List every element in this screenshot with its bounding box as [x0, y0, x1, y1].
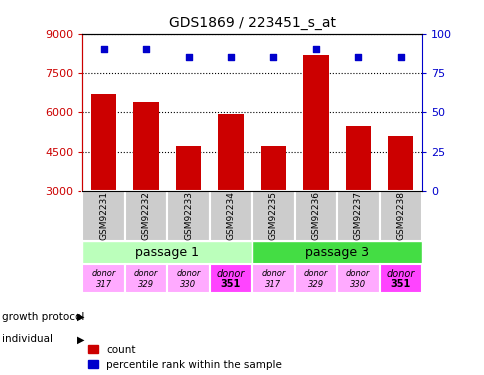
Bar: [133, 102, 158, 191]
FancyBboxPatch shape: [336, 264, 378, 292]
Text: donor: donor: [216, 268, 245, 279]
Text: 317: 317: [95, 280, 111, 289]
Text: donor: donor: [303, 269, 327, 278]
Bar: [345, 126, 370, 191]
Bar: [218, 114, 243, 191]
Text: ▶: ▶: [76, 334, 84, 344]
Text: GSM92235: GSM92235: [268, 191, 277, 240]
Text: individual: individual: [2, 334, 53, 344]
Text: passage 3: passage 3: [304, 246, 368, 259]
Text: GSM92236: GSM92236: [311, 191, 320, 240]
Text: donor: donor: [134, 269, 158, 278]
FancyBboxPatch shape: [209, 264, 252, 292]
Text: donor: donor: [346, 269, 370, 278]
Text: donor: donor: [261, 269, 285, 278]
Point: [184, 54, 192, 60]
Text: 330: 330: [180, 280, 196, 289]
Text: 317: 317: [265, 280, 281, 289]
Text: 351: 351: [390, 279, 410, 290]
Title: GDS1869 / 223451_s_at: GDS1869 / 223451_s_at: [168, 16, 335, 30]
FancyBboxPatch shape: [125, 191, 167, 241]
FancyBboxPatch shape: [167, 264, 209, 292]
Text: 330: 330: [349, 280, 365, 289]
FancyBboxPatch shape: [252, 264, 294, 292]
Text: passage 1: passage 1: [135, 246, 199, 259]
FancyBboxPatch shape: [378, 264, 421, 292]
FancyBboxPatch shape: [252, 241, 421, 264]
FancyBboxPatch shape: [209, 191, 252, 241]
Text: GSM92238: GSM92238: [395, 191, 405, 240]
FancyBboxPatch shape: [82, 191, 125, 241]
Bar: [260, 147, 286, 191]
Point: [269, 54, 277, 60]
Text: donor: donor: [176, 269, 200, 278]
Text: donor: donor: [386, 268, 414, 279]
FancyBboxPatch shape: [378, 191, 421, 241]
Point: [227, 54, 234, 60]
Bar: [91, 94, 116, 191]
Legend: count, percentile rank within the sample: count, percentile rank within the sample: [88, 345, 282, 370]
Text: GSM92231: GSM92231: [99, 191, 108, 240]
Text: growth protocol: growth protocol: [2, 312, 85, 322]
FancyBboxPatch shape: [294, 264, 336, 292]
Bar: [387, 136, 412, 191]
FancyBboxPatch shape: [252, 191, 294, 241]
Text: 329: 329: [307, 280, 323, 289]
Text: GSM92232: GSM92232: [141, 192, 151, 240]
Point: [354, 54, 362, 60]
Point: [396, 54, 404, 60]
Text: GSM92237: GSM92237: [353, 191, 362, 240]
FancyBboxPatch shape: [82, 264, 125, 292]
Point: [311, 46, 319, 53]
FancyBboxPatch shape: [294, 191, 336, 241]
FancyBboxPatch shape: [336, 191, 378, 241]
Text: 329: 329: [138, 280, 154, 289]
Text: GSM92233: GSM92233: [183, 191, 193, 240]
Bar: [302, 55, 328, 191]
FancyBboxPatch shape: [167, 191, 209, 241]
Text: donor: donor: [91, 269, 116, 278]
FancyBboxPatch shape: [82, 241, 252, 264]
Text: ▶: ▶: [76, 312, 84, 322]
FancyBboxPatch shape: [125, 264, 167, 292]
Point: [142, 46, 150, 53]
Text: GSM92234: GSM92234: [226, 192, 235, 240]
Point: [100, 46, 107, 53]
Text: 351: 351: [220, 279, 241, 290]
Bar: [175, 147, 201, 191]
